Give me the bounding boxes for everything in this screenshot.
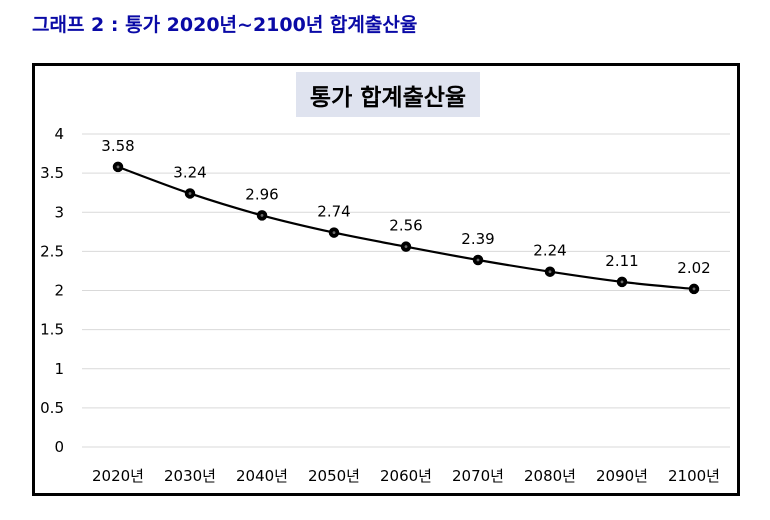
data-labels: 3.58 3.24 2.96 2.74 2.56 2.39 2.24 2.11 2.02 [101, 137, 710, 277]
y-tick-label: 2.5 [40, 242, 64, 260]
x-tick-label: 2030년 [164, 467, 216, 485]
data-label: 2.74 [317, 203, 350, 221]
y-tick-label: 3.5 [40, 164, 64, 182]
x-tick-label: 2100년 [668, 467, 720, 485]
data-point-highlight [332, 231, 336, 234]
data-label: 2.56 [389, 217, 422, 235]
data-point-highlight [692, 287, 696, 291]
data-points [112, 161, 700, 295]
data-point-highlight [476, 258, 480, 262]
data-point-highlight [404, 245, 408, 249]
y-tick-label: 0 [54, 438, 64, 456]
x-tick-label: 2040년 [236, 467, 288, 485]
figure-caption: 그래프 2 : 통가 2020년~2100년 합계출산율 [32, 14, 418, 36]
y-tick-label: 3 [54, 203, 64, 221]
data-label: 2.96 [245, 185, 278, 203]
x-tick-label: 2080년 [524, 467, 576, 485]
y-tick-label: 4 [54, 125, 64, 143]
y-axis-ticks: 0 0.5 1 1.5 2 2.5 3 3.5 4 [40, 125, 64, 456]
data-label: 3.58 [101, 137, 134, 155]
y-tick-label: 0.5 [40, 399, 64, 417]
x-axis-ticks: 2020년 2030년 2040년 2050년 2060년 2070년 2080년 2090년… [92, 467, 720, 485]
x-tick-label: 2070년 [452, 467, 504, 485]
data-label: 2.02 [677, 259, 710, 277]
data-point-highlight [116, 165, 120, 169]
y-tick-label: 1.5 [40, 321, 64, 339]
data-label: 3.24 [173, 163, 206, 181]
data-point-highlight [188, 192, 192, 195]
data-label: 2.24 [533, 242, 566, 260]
x-tick-label: 2090년 [596, 467, 648, 485]
data-label: 2.39 [461, 230, 494, 248]
y-tick-label: 1 [54, 360, 64, 378]
y-tick-label: 2 [54, 282, 64, 300]
data-point-highlight [620, 280, 624, 284]
data-label: 2.11 [605, 252, 638, 270]
x-tick-label: 2020년 [92, 467, 144, 485]
chart-title: 통가 합계출산율 [296, 72, 480, 117]
data-point-highlight [548, 270, 552, 274]
data-point-highlight [260, 213, 264, 217]
x-tick-label: 2050년 [308, 467, 360, 485]
x-tick-label: 2060년 [380, 467, 432, 485]
